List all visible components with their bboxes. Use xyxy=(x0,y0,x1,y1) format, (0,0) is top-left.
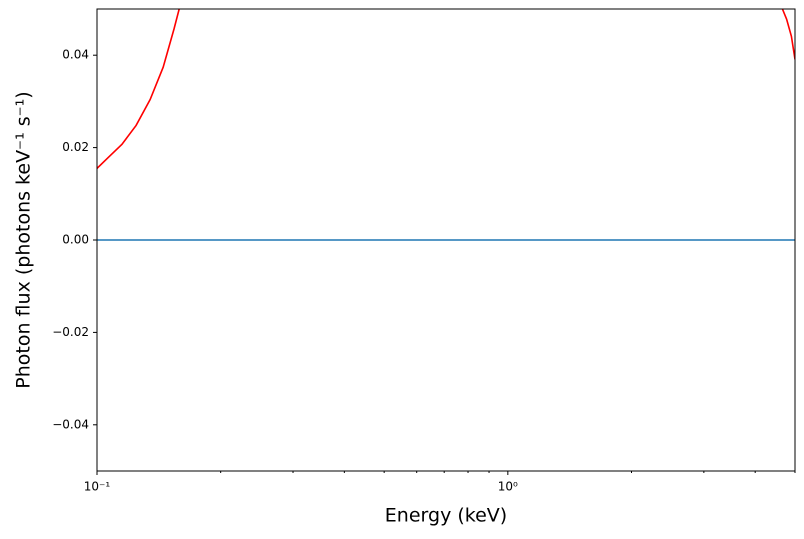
series-line xyxy=(97,9,795,169)
plot-frame xyxy=(96,8,796,472)
x-axis-label: Energy (keV) xyxy=(385,505,507,527)
y-tick-label: 0.04 xyxy=(62,48,89,62)
y-tick-label: −0.04 xyxy=(52,417,89,431)
x-tick-label: 10⁻¹ xyxy=(84,480,111,494)
y-axis-label: Photon flux (photons keV⁻¹ s⁻¹) xyxy=(13,91,35,388)
y-tick-label: 0.02 xyxy=(62,140,89,154)
x-tick-label: 10⁰ xyxy=(498,480,518,494)
y-tick-label: −0.02 xyxy=(52,325,89,339)
y-tick-label: 0.00 xyxy=(62,233,89,247)
